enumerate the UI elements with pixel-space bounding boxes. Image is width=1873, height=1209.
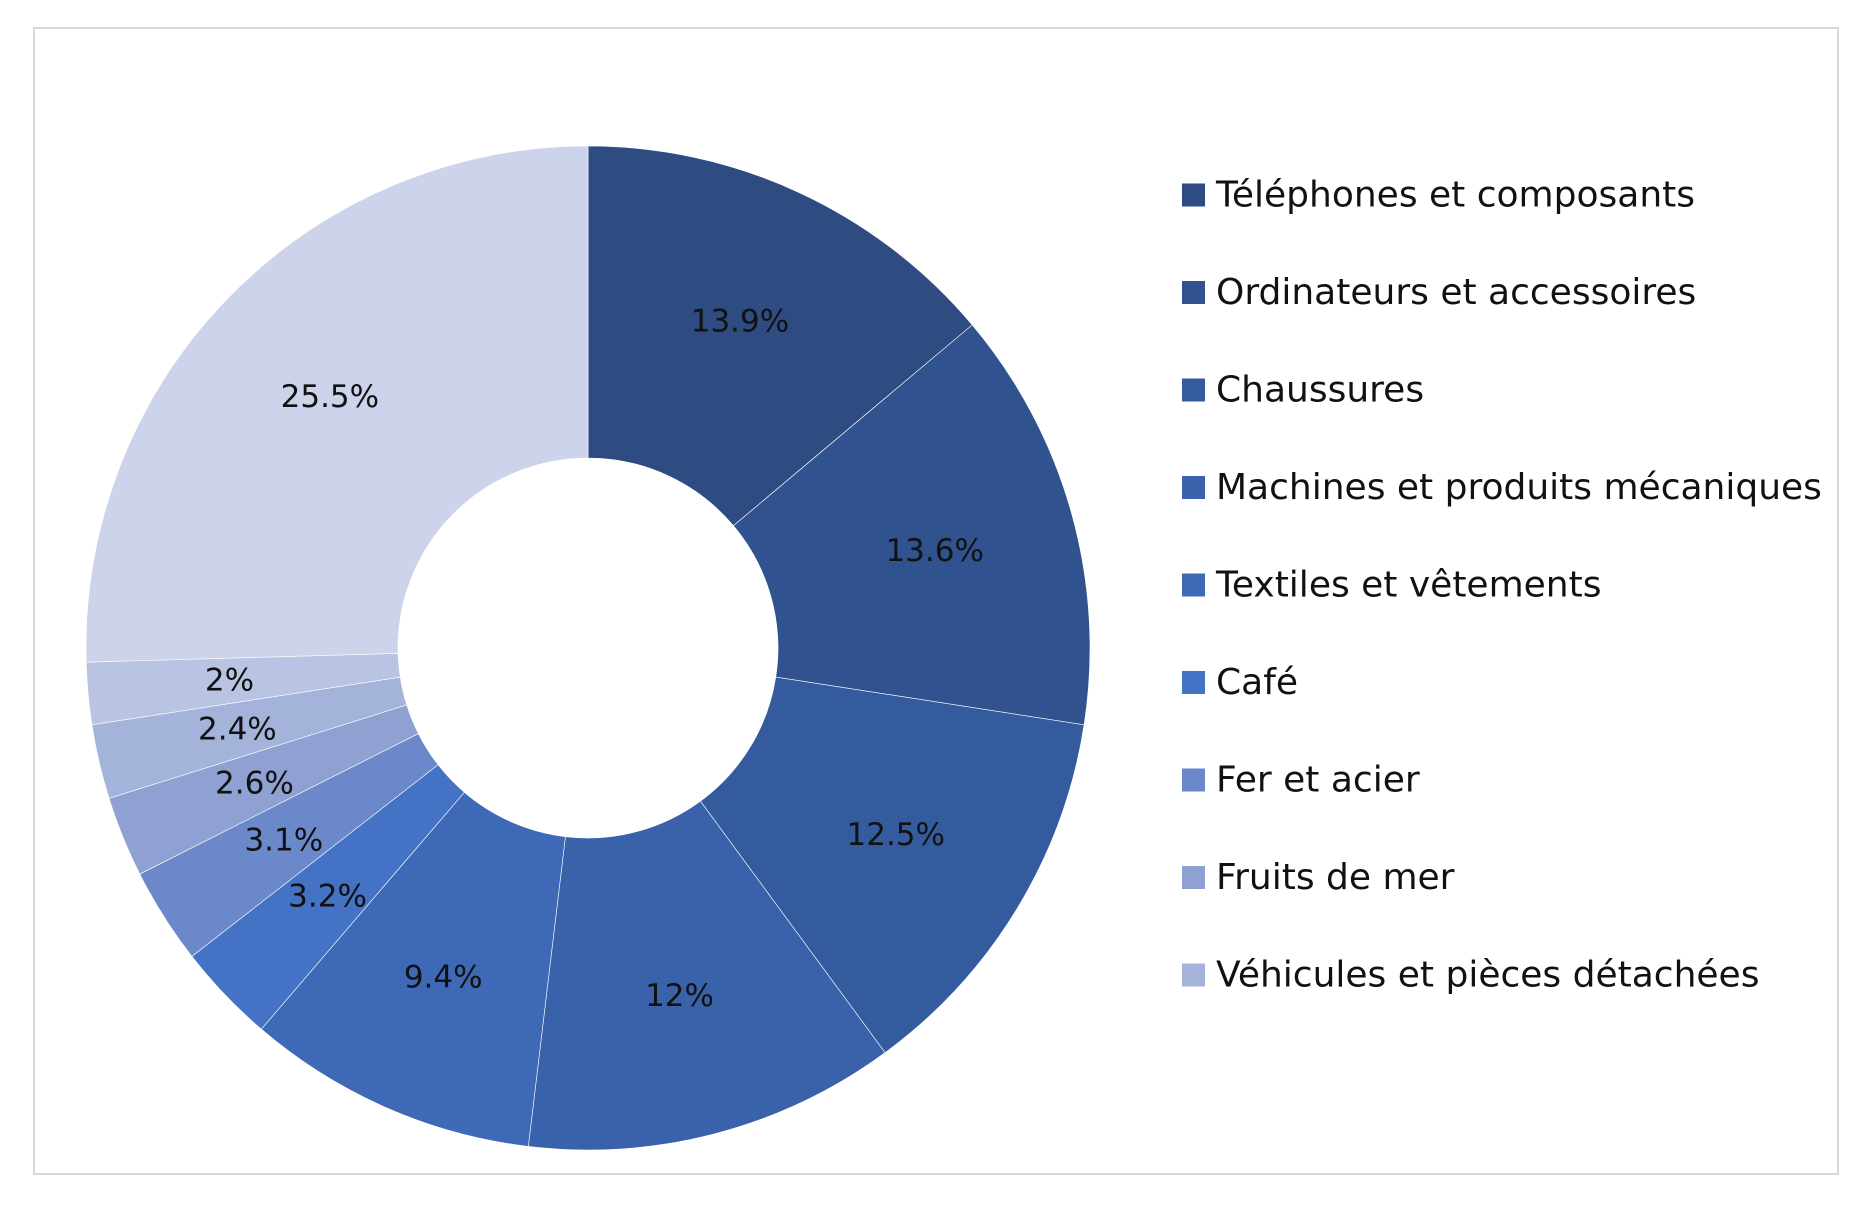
legend-swatch-5: [1182, 671, 1205, 694]
legend-label-1: Ordinateurs et accessoires: [1216, 272, 1696, 313]
legend-label-5: Café: [1216, 662, 1298, 703]
legend-label-4: Textiles et vêtements: [1215, 565, 1602, 606]
legend-swatch-8: [1182, 963, 1205, 987]
slice-label-1: 13.6%: [885, 533, 983, 569]
legend-swatch-4: [1182, 573, 1205, 597]
donut-slice-2: [700, 676, 1085, 1054]
slice-label-2: 12.5%: [847, 817, 945, 853]
slice-label-0: 13.9%: [691, 304, 789, 340]
donut-slice-1: [732, 324, 1091, 726]
slice-label-6: 3.1%: [244, 823, 323, 859]
slice-labels: 13.9% 13.6% 12.5% 12% 9.4% 3.2% 3.1% 2.6% 2.4% 2%…: [198, 304, 984, 1015]
legend-label-0: Téléphones et composants: [1215, 175, 1695, 216]
legend-swatch-0: [1182, 183, 1205, 207]
slice-label-8: 2.4%: [198, 712, 277, 748]
legend-label-3: Machines et produits mécaniques: [1216, 467, 1822, 508]
slice-label-7: 2.6%: [215, 765, 294, 801]
legend-label-7: Fruits de mer: [1216, 857, 1455, 898]
legend-swatch-1: [1182, 281, 1205, 304]
slice-label-4: 9.4%: [404, 960, 483, 996]
donut-slice-3: [527, 800, 886, 1151]
legend-swatch-7: [1182, 866, 1205, 889]
slice-label-5: 3.2%: [288, 879, 367, 915]
slice-label-10: 25.5%: [281, 379, 379, 415]
legend-swatch-6: [1182, 768, 1205, 792]
legend-label-6: Fer et acier: [1216, 760, 1420, 801]
donut-slices: [85, 145, 1091, 1151]
donut-slice-4: [260, 791, 566, 1147]
donut-slice-10: [85, 145, 589, 663]
slice-label-9: 2%: [205, 663, 254, 699]
legend-swatch-3: [1182, 476, 1205, 499]
legend: Téléphones et composants Ordinateurs et a…: [1182, 175, 1822, 996]
legend-label-8: Véhicules et pièces détachées: [1216, 955, 1759, 996]
slice-label-3: 12%: [645, 978, 714, 1014]
legend-swatch-2: [1182, 378, 1205, 402]
donut-slice-0: [587, 145, 973, 527]
legend-label-2: Chaussures: [1216, 370, 1424, 411]
